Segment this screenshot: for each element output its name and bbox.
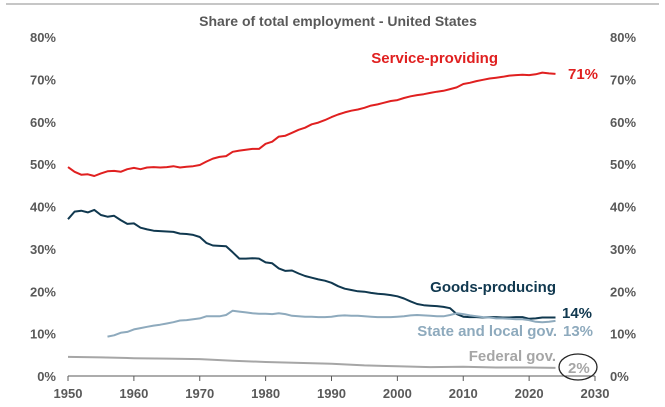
state-and-local-gov-end-value: 13% bbox=[563, 323, 593, 340]
x-tick-label: 1960 bbox=[119, 386, 148, 401]
series-labels: Service-providing 71% Goods-producing 14% St… bbox=[371, 50, 598, 381]
goods-producing-line bbox=[67, 208, 556, 320]
y-tick-label-left: 0% bbox=[37, 369, 56, 384]
goods-producing-label: Goods-producing bbox=[430, 279, 556, 296]
x-tick-label: 2020 bbox=[515, 386, 544, 401]
y-tick-label-left: 10% bbox=[30, 327, 56, 342]
federal-gov-label: Federal gov. bbox=[469, 348, 556, 365]
y-tick-label-right: 30% bbox=[610, 242, 636, 257]
service-providing-end-value: 71% bbox=[568, 66, 598, 83]
y-tick-label-right: 20% bbox=[610, 284, 636, 299]
state-and-local-gov-line bbox=[107, 309, 556, 338]
y-tick-label-left: 80% bbox=[30, 30, 56, 45]
y-tick-label-right: 10% bbox=[610, 327, 636, 342]
federal-gov-line bbox=[67, 355, 556, 369]
y-tick-label-right: 50% bbox=[610, 157, 636, 172]
chart-title: Share of total employment - United State… bbox=[199, 13, 477, 29]
federal-gov-end-value: 2% bbox=[568, 360, 590, 377]
x-tick-label: 1950 bbox=[54, 386, 83, 401]
y-tick-label-left: 20% bbox=[30, 284, 56, 299]
plot-area bbox=[67, 71, 556, 369]
x-tick-label: 2010 bbox=[449, 386, 478, 401]
y-tick-label-left: 50% bbox=[30, 157, 56, 172]
service-providing-label: Service-providing bbox=[371, 50, 498, 67]
y-tick-label-right: 80% bbox=[610, 30, 636, 45]
y-tick-label-right: 70% bbox=[610, 72, 636, 87]
y-tick-label-right: 0% bbox=[610, 369, 629, 384]
y-tick-label-right: 40% bbox=[610, 200, 636, 215]
x-tick-label: 2030 bbox=[581, 386, 610, 401]
x-tick-label: 1990 bbox=[317, 386, 346, 401]
service-providing-line bbox=[67, 71, 556, 177]
y-tick-label-right: 60% bbox=[610, 115, 636, 130]
state-and-local-gov-label: State and local gov. bbox=[417, 323, 557, 340]
x-tick-label: 1980 bbox=[251, 386, 280, 401]
y-tick-label-left: 70% bbox=[30, 72, 56, 87]
x-tick-label: 1970 bbox=[185, 386, 214, 401]
y-tick-label-left: 60% bbox=[30, 115, 56, 130]
highlight-circle bbox=[558, 353, 598, 381]
y-tick-label-left: 30% bbox=[30, 242, 56, 257]
x-tick-label: 2000 bbox=[383, 386, 412, 401]
goods-producing-end-value: 14% bbox=[562, 305, 592, 322]
y-tick-label-left: 40% bbox=[30, 200, 56, 215]
